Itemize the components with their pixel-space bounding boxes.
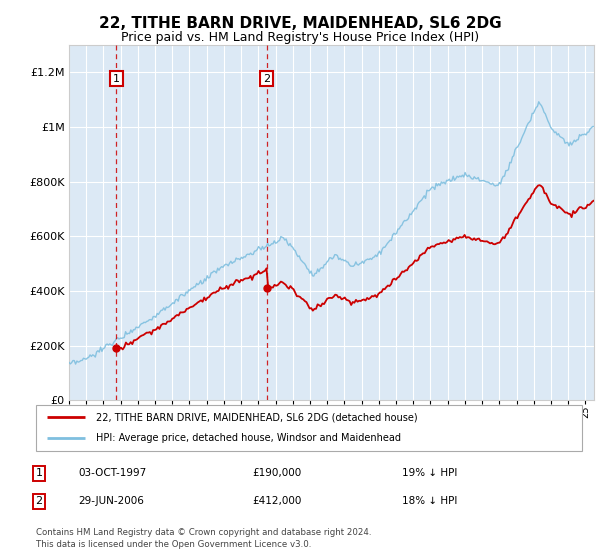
FancyBboxPatch shape bbox=[36, 405, 582, 451]
Text: 1: 1 bbox=[35, 468, 43, 478]
Text: 18% ↓ HPI: 18% ↓ HPI bbox=[402, 496, 457, 506]
Text: 2: 2 bbox=[35, 496, 43, 506]
Text: Price paid vs. HM Land Registry's House Price Index (HPI): Price paid vs. HM Land Registry's House … bbox=[121, 31, 479, 44]
Text: Contains HM Land Registry data © Crown copyright and database right 2024.
This d: Contains HM Land Registry data © Crown c… bbox=[36, 528, 371, 549]
Text: 19% ↓ HPI: 19% ↓ HPI bbox=[402, 468, 457, 478]
Text: 22, TITHE BARN DRIVE, MAIDENHEAD, SL6 2DG: 22, TITHE BARN DRIVE, MAIDENHEAD, SL6 2D… bbox=[98, 16, 502, 31]
Text: £412,000: £412,000 bbox=[252, 496, 301, 506]
Text: £190,000: £190,000 bbox=[252, 468, 301, 478]
Text: 29-JUN-2006: 29-JUN-2006 bbox=[78, 496, 144, 506]
Text: 2: 2 bbox=[263, 73, 271, 83]
Text: 03-OCT-1997: 03-OCT-1997 bbox=[78, 468, 146, 478]
Text: HPI: Average price, detached house, Windsor and Maidenhead: HPI: Average price, detached house, Wind… bbox=[96, 433, 401, 444]
Text: 1: 1 bbox=[113, 73, 120, 83]
Text: 22, TITHE BARN DRIVE, MAIDENHEAD, SL6 2DG (detached house): 22, TITHE BARN DRIVE, MAIDENHEAD, SL6 2D… bbox=[96, 412, 418, 422]
